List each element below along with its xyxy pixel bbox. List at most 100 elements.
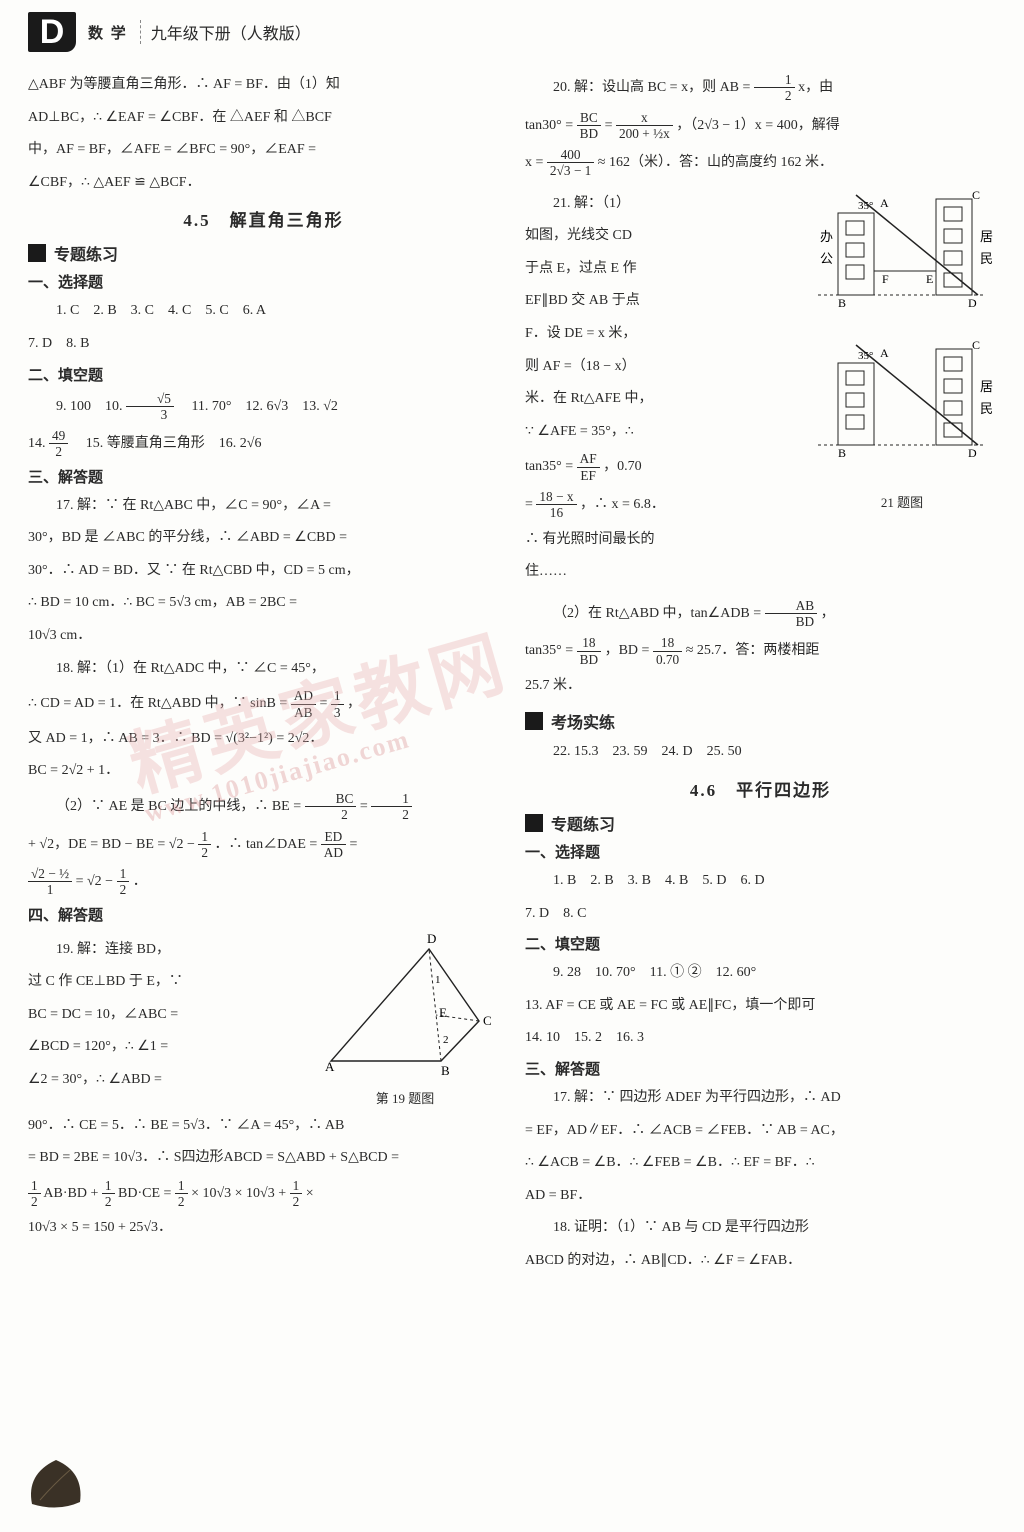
svg-text:F: F xyxy=(882,272,889,286)
p18-c: 又 AD = 1，∴ AB = 3．∴ BD = √(3²−1²) = 2√2． xyxy=(28,726,499,753)
figure-21: 35° A B C D E F 办 公 居 民 xyxy=(808,185,996,511)
p17b-c: ∴ ∠ACB = ∠B．∴ ∠FEB = ∠B．∴ EF = BF．∴ xyxy=(525,1150,996,1177)
p21-e: F．设 DE = x 米， xyxy=(525,321,798,348)
jieda-title: 三、解答题 xyxy=(28,466,499,487)
mc-row-2: 7. D 8. B xyxy=(28,331,499,358)
right-column: 20. 解：设山高 BC = x，则 AB = 12 x，由 tan30° = … xyxy=(525,66,996,1281)
jieda4-title: 四、解答题 xyxy=(28,904,499,925)
p17-b: 30°，BD 是 ∠ABC 的平分线，∴ ∠ABD = ∠CBD = xyxy=(28,525,499,552)
kc-line: 22. 15.3 23. 59 24. D 25. 50 xyxy=(525,739,996,766)
p19-g: = BD = 2BE = 10√3．∴ S四边形ABCD = S△ABD + S… xyxy=(28,1145,499,1172)
svg-text:D: D xyxy=(968,446,977,460)
grade-label: 九年级下册（人教版） xyxy=(140,20,311,44)
p21-j: = 18 − x16 ，∴ x = 6.8． xyxy=(525,489,798,521)
mc-row-1: 1. C 2. B 3. C 4. C 5. C 6. A xyxy=(28,298,499,325)
xuanze-title: 一、选择题 xyxy=(28,271,499,292)
p21-i: tan35° = AFEF ，0.70 xyxy=(525,451,798,483)
svg-text:35°: 35° xyxy=(858,350,873,362)
p18-d: BC = 2√2 + 1． xyxy=(28,758,499,785)
svg-text:E: E xyxy=(926,272,933,286)
fb3: 9. 28 10. 70° 11. ① ② 12. 60° xyxy=(525,960,996,987)
p19-d: ∠BCD = 120°，∴ ∠1 = xyxy=(28,1034,301,1061)
p18-g: √2 − ½1 = √2 − 12 ． xyxy=(28,866,499,898)
frac-sqrt5-3: √53 xyxy=(126,391,174,423)
jieda2-title: 三、解答题 xyxy=(525,1058,996,1079)
p20-c: x = 4002√3 − 1 ≈ 162（米）．答：山的高度约 162 米． xyxy=(525,147,996,179)
p17b-b: = EF，AD∥EF．∴ ∠ACB = ∠FEB．∵ AB = AC， xyxy=(525,1118,996,1145)
p21-f: 则 AF =（18 − x） xyxy=(525,354,798,381)
intro-3: 中，AF = BF，∠AFE = ∠BFC = 90°，∠EAF = xyxy=(28,137,499,164)
p17b-a: 17. 解：∵ 四边形 ADEF 为平行四边形，∴ AD xyxy=(525,1085,996,1112)
p17b-d: AD = BF． xyxy=(525,1183,996,1210)
p18-a: 18. 解：（1）在 Rt△ADC 中，∵ ∠C = 45°， xyxy=(28,656,499,683)
svg-text:1: 1 xyxy=(435,974,441,986)
p19-b: 过 C 作 CE⊥BD 于 E，∵ xyxy=(28,969,301,996)
p21-with-figure: 21. 解：（1） 如图，光线交 CD 于点 E，过点 E 作 EF∥BD 交 … xyxy=(525,185,996,592)
zhuanti2-label: 专题练习 xyxy=(525,811,996,835)
logo-icon: D xyxy=(28,12,76,52)
p21-o: 25.7 米． xyxy=(525,673,996,700)
svg-text:民: 民 xyxy=(980,401,993,416)
section-4-5-title: 4.5 解直角三角形 xyxy=(28,206,499,231)
svg-text:E: E xyxy=(439,1005,447,1020)
p17-d: ∴ BD = 10 cm．∴ BC = 5√3 cm，AB = 2BC = xyxy=(28,590,499,617)
p21-b: 如图，光线交 CD xyxy=(525,223,798,250)
svg-text:C: C xyxy=(972,188,980,202)
svg-text:C: C xyxy=(483,1013,492,1028)
fb4: 13. AF = CE 或 AE = FC 或 AE∥FC，填一个即可 xyxy=(525,993,996,1020)
p21-l: 住…… xyxy=(525,559,798,586)
p18-f: + √2，DE = BD − BE = √2 − 12 ．∴ tan∠DAE =… xyxy=(28,829,499,861)
p18b-b: ABCD 的对边，∴ AB∥CD．∴ ∠F = ∠FAB． xyxy=(525,1248,996,1275)
intro-4: ∠CBF，∴ △AEF ≌ △BCF． xyxy=(28,170,499,197)
intro-1: △ABF 为等腰直角三角形．∴ AF = BF．由（1）知 xyxy=(28,72,499,99)
mc1b: 1. B 2. B 3. B 4. B 5. D 6. D xyxy=(525,868,996,895)
p20-a: 20. 解：设山高 BC = x，则 AB = 12 x，由 xyxy=(525,72,996,104)
p21-n: tan35° = 18BD ，BD = 180.70 ≈ 25.7．答：两楼相距 xyxy=(525,635,996,667)
p21-k: ∴ 有光照时间最长的 xyxy=(525,527,798,554)
p19-e: ∠2 = 30°，∴ ∠ABD = xyxy=(28,1067,301,1094)
p21-c: 于点 E，过点 E 作 xyxy=(525,256,798,283)
p19-with-figure: 19. 解：连接 BD， 过 C 作 CE⊥BD 于 E，∵ BC = DC =… xyxy=(28,931,499,1107)
p21-h: ∵ ∠AFE = 35°，∴ xyxy=(525,419,798,446)
p17-e: 10√3 cm． xyxy=(28,623,499,650)
p19-f: 90°．∴ CE = 5．∴ BE = 5√3．∵ ∠A = 45°，∴ AB xyxy=(28,1113,499,1140)
p17-a: 17. 解：∵ 在 Rt△ABC 中，∠C = 90°，∠A = xyxy=(28,493,499,520)
svg-text:2: 2 xyxy=(443,1034,449,1046)
svg-text:A: A xyxy=(325,1059,335,1074)
fig21-caption: 21 题图 xyxy=(808,492,996,511)
xuanze2-title: 一、选择题 xyxy=(525,841,996,862)
mc2b: 7. D 8. C xyxy=(525,901,996,928)
svg-text:办: 办 xyxy=(820,229,833,244)
doc-header: D 数 学 九年级下册（人教版） xyxy=(28,12,996,52)
svg-text:35°: 35° xyxy=(858,200,873,212)
tiankong-title: 二、填空题 xyxy=(28,364,499,385)
svg-text:居: 居 xyxy=(980,229,993,244)
svg-text:D: D xyxy=(968,296,977,310)
p21-a: 21. 解：（1） xyxy=(525,191,798,218)
svg-text:B: B xyxy=(838,296,846,310)
page: 精英家教网 www.1010jiajiao.com D 数 学 九年级下册（人教… xyxy=(0,0,1024,1532)
svg-text:民: 民 xyxy=(980,251,993,266)
svg-text:B: B xyxy=(838,446,846,460)
svg-text:D: D xyxy=(427,931,436,946)
subject-label: 数 学 xyxy=(88,22,128,43)
svg-text:B: B xyxy=(441,1063,450,1078)
leaf-icon xyxy=(22,1454,90,1514)
p19-a: 19. 解：连接 BD， xyxy=(28,937,301,964)
fb5: 14. 10 15. 2 16. 3 xyxy=(525,1025,996,1052)
intro-2: AD⊥BC，∴ ∠EAF = ∠CBF．在 △AEF 和 △BCF xyxy=(28,105,499,132)
p21-m: （2）在 Rt△ABD 中，tan∠ADB = ABBD ， xyxy=(525,598,996,630)
section-4-6-title: 4.6 平行四边形 xyxy=(525,776,996,801)
p21-g: 米．在 Rt△AFE 中， xyxy=(525,386,798,413)
svg-text:公: 公 xyxy=(820,251,833,266)
svg-text:A: A xyxy=(880,196,889,210)
p18-e: （2）∵ AE 是 BC 边上的中线，∴ BE = BC2 = 12 xyxy=(28,791,499,823)
p17-c: 30°．∴ AD = BD．又 ∵ 在 Rt△CBD 中，CD = 5 cm， xyxy=(28,558,499,585)
p19-c: BC = DC = 10，∠ABC = xyxy=(28,1002,301,1029)
fb-row-2: 14. 492 15. 等腰直角三角形 16. 2√6 xyxy=(28,428,499,460)
kaochang-label: 考场实练 xyxy=(525,709,996,733)
p19-h: 12 AB·BD + 12 BD·CE = 12 × 10√3 × 10√3 +… xyxy=(28,1178,499,1210)
figure-19: A B C D E 1 2 第 19 题图 xyxy=(311,931,499,1107)
p19-i: 10√3 × 5 = 150 + 25√3． xyxy=(28,1215,499,1242)
frac-49-2: 492 xyxy=(49,428,68,460)
